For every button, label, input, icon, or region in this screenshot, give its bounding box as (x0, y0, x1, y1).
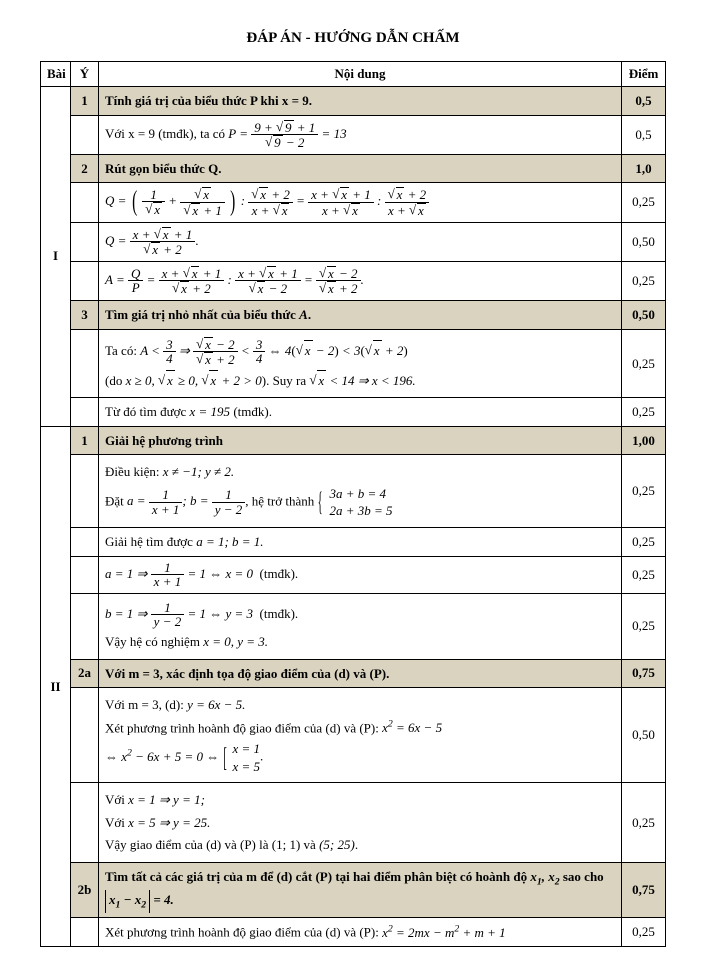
cell-noidung: Tìm giá trị nhỏ nhất của biểu thức A. (99, 301, 622, 330)
cell-diem: 0,25 (622, 183, 666, 222)
table-row: Xét phương trình hoành độ giao điểm của … (41, 918, 666, 947)
cell-y: 1 (71, 87, 99, 116)
table-row: Từ đó tìm được x = 195 (tmđk).0,25 (41, 398, 666, 427)
cell-diem: 0,75 (622, 862, 666, 917)
cell-diem: 0,25 (622, 783, 666, 863)
cell-noidung: A = QP = x + x + 1x + 2 : x + x + 1x − 2… (99, 261, 622, 300)
table-row: Giải hệ tìm được a = 1; b = 1.0,25 (41, 528, 666, 557)
cell-noidung: a = 1 ⇒ 1x + 1 = 1 ⇔ x = 0 (tmđk). (99, 556, 622, 593)
cell-bai: II (41, 426, 71, 946)
cell-diem: 0,25 (622, 556, 666, 593)
cell-noidung: Xét phương trình hoành độ giao điểm của … (99, 918, 622, 947)
cell-noidung: Từ đó tìm được x = 195 (tmđk). (99, 398, 622, 427)
cell-noidung: Q = ( 1x + xx + 1 ) : x + 2x + x = x + x… (99, 183, 622, 222)
table-row: Với x = 1 ⇒ y = 1;Với x = 5 ⇒ y = 25.Vậy… (41, 783, 666, 863)
table-row: b = 1 ⇒ 1y − 2 = 1 ⇔ y = 3 (tmđk).Vậy hệ… (41, 593, 666, 659)
cell-diem: 0,50 (622, 301, 666, 330)
cell-noidung: Ta có: A < 34 ⇒ x − 2x + 2 < 34 ⇔ 4(x − … (99, 329, 622, 398)
cell-diem: 0,25 (622, 398, 666, 427)
cell-y-empty (71, 398, 99, 427)
cell-noidung: Với x = 9 (tmđk), ta có P = 9 + 9 + 19 −… (99, 115, 622, 154)
table-row: Q = x + x + 1x + 2.0,50 (41, 222, 666, 261)
cell-diem: 0,25 (622, 918, 666, 947)
table-row: Với m = 3, (d): y = 6x − 5.Xét phương tr… (41, 688, 666, 783)
table-row: I1Tính giá trị của biểu thức P khi x = 9… (41, 87, 666, 116)
col-bai: Bài (41, 62, 71, 87)
cell-y-empty (71, 183, 99, 222)
table-header-row: Bài Ý Nội dung Điểm (41, 62, 666, 87)
cell-noidung: Với x = 1 ⇒ y = 1;Với x = 5 ⇒ y = 25.Vậy… (99, 783, 622, 863)
cell-y: 2b (71, 862, 99, 917)
cell-diem: 1,00 (622, 426, 666, 455)
table-row: 2aVới m = 3, xác định tọa độ giao điểm c… (41, 659, 666, 688)
col-y: Ý (71, 62, 99, 87)
cell-y: 3 (71, 301, 99, 330)
cell-diem: 0,50 (622, 688, 666, 783)
table-row: II1Giải hệ phương trình1,00 (41, 426, 666, 455)
cell-y-empty (71, 222, 99, 261)
table-row: a = 1 ⇒ 1x + 1 = 1 ⇔ x = 0 (tmđk).0,25 (41, 556, 666, 593)
col-nd: Nội dung (99, 62, 622, 87)
table-row: 2bTìm tất cả các giá trị của m để (d) cắ… (41, 862, 666, 917)
cell-bai: I (41, 87, 71, 427)
cell-diem: 0,25 (622, 593, 666, 659)
cell-diem: 0,75 (622, 659, 666, 688)
cell-y: 2 (71, 154, 99, 183)
cell-noidung: b = 1 ⇒ 1y − 2 = 1 ⇔ y = 3 (tmđk).Vậy hệ… (99, 593, 622, 659)
cell-noidung: Giải hệ phương trình (99, 426, 622, 455)
table-row: Q = ( 1x + xx + 1 ) : x + 2x + x = x + x… (41, 183, 666, 222)
cell-y-empty (71, 261, 99, 300)
cell-noidung: Với m = 3, xác định tọa độ giao điểm của… (99, 659, 622, 688)
cell-diem: 0,5 (622, 115, 666, 154)
cell-diem: 1,0 (622, 154, 666, 183)
cell-diem: 0,25 (622, 261, 666, 300)
cell-noidung: Tính giá trị của biểu thức P khi x = 9. (99, 87, 622, 116)
cell-noidung: Với m = 3, (d): y = 6x − 5.Xét phương tr… (99, 688, 622, 783)
table-row: A = QP = x + x + 1x + 2 : x + x + 1x − 2… (41, 261, 666, 300)
cell-y-empty (71, 528, 99, 557)
cell-noidung: Tìm tất cả các giá trị của m để (d) cắt … (99, 862, 622, 917)
table-row: Điều kiện: x ≠ −1; y ≠ 2.Đặt a = 1x + 1;… (41, 455, 666, 528)
cell-noidung: Giải hệ tìm được a = 1; b = 1. (99, 528, 622, 557)
table-row: Ta có: A < 34 ⇒ x − 2x + 2 < 34 ⇔ 4(x − … (41, 329, 666, 398)
cell-noidung: Điều kiện: x ≠ −1; y ≠ 2.Đặt a = 1x + 1;… (99, 455, 622, 528)
grading-table: Bài Ý Nội dung Điểm I1Tính giá trị của b… (40, 61, 666, 947)
table-row: Với x = 9 (tmđk), ta có P = 9 + 9 + 19 −… (41, 115, 666, 154)
page-title: ĐÁP ÁN - HƯỚNG DẪN CHẤM (40, 30, 666, 47)
col-diem: Điểm (622, 62, 666, 87)
cell-diem: 0,5 (622, 87, 666, 116)
cell-y-empty (71, 455, 99, 528)
cell-diem: 0,50 (622, 222, 666, 261)
cell-y-empty (71, 688, 99, 783)
cell-diem: 0,25 (622, 455, 666, 528)
cell-y-empty (71, 783, 99, 863)
cell-diem: 0,25 (622, 329, 666, 398)
cell-y-empty (71, 329, 99, 398)
cell-y-empty (71, 918, 99, 947)
cell-y: 1 (71, 426, 99, 455)
cell-y-empty (71, 556, 99, 593)
cell-diem: 0,25 (622, 528, 666, 557)
cell-noidung: Rút gọn biểu thức Q. (99, 154, 622, 183)
cell-y-empty (71, 593, 99, 659)
cell-y: 2a (71, 659, 99, 688)
table-row: 2Rút gọn biểu thức Q.1,0 (41, 154, 666, 183)
cell-y-empty (71, 115, 99, 154)
table-row: 3Tìm giá trị nhỏ nhất của biểu thức A.0,… (41, 301, 666, 330)
cell-noidung: Q = x + x + 1x + 2. (99, 222, 622, 261)
